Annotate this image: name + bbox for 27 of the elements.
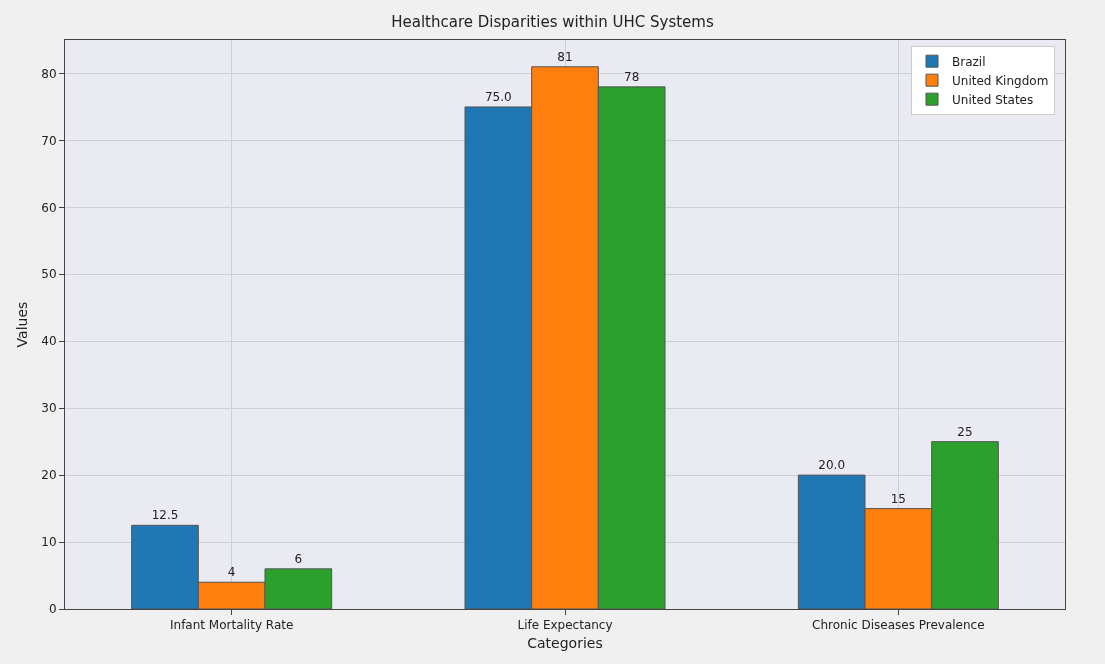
- y-tick-label: 10: [41, 535, 57, 550]
- data-label: 12.5: [151, 508, 179, 523]
- data-label: 15: [890, 491, 906, 506]
- x-tick-label: Infant Mortality Rate: [170, 618, 294, 633]
- legend-label: United Kingdom: [952, 73, 1049, 88]
- y-tick-label: 50: [41, 267, 57, 282]
- y-tick-label: 40: [41, 334, 57, 349]
- data-label: 6: [294, 551, 303, 566]
- y-tick-label: 70: [41, 133, 57, 148]
- y-tick-label: 60: [41, 200, 57, 215]
- y-tick-label: 20: [41, 468, 57, 483]
- y-tick-label: 80: [41, 66, 57, 81]
- x-axis-title: Categories: [527, 634, 603, 651]
- data-label: 20.0: [818, 458, 846, 473]
- x-tick-label: Life Expectancy: [517, 618, 613, 633]
- y-tick-label: 0: [48, 602, 57, 617]
- data-label: 75.0: [484, 89, 512, 104]
- y-axis-title: Values: [14, 301, 30, 348]
- x-tick-label: Chronic Diseases Prevalence: [812, 618, 985, 633]
- data-label: 4: [227, 565, 236, 580]
- data-label: 81: [557, 49, 573, 64]
- chart-title: Healthcare Disparities within UHC Systems: [391, 13, 714, 32]
- data-label: 25: [957, 424, 973, 439]
- y-tick-label: 30: [41, 401, 57, 416]
- data-label: 78: [624, 69, 640, 84]
- legend-label: Brazil: [952, 54, 986, 69]
- legend-label: United States: [952, 92, 1034, 107]
